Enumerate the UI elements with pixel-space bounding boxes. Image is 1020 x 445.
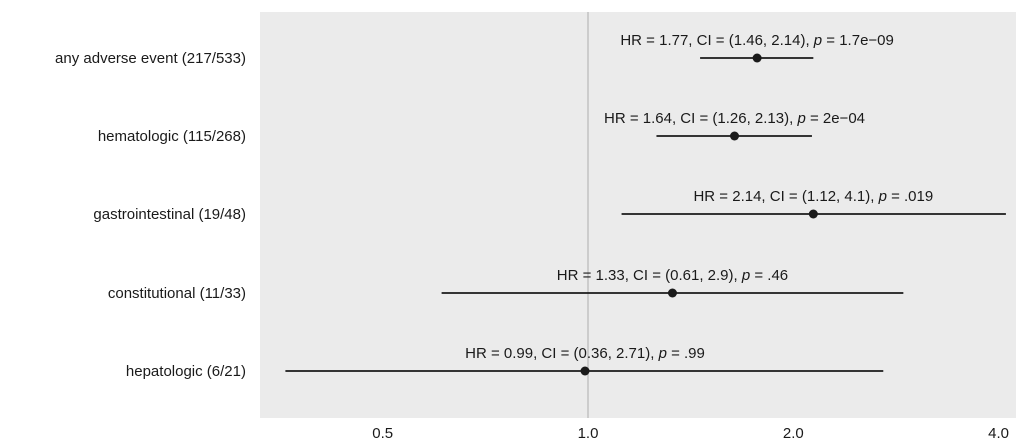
forest-row: gastrointestinal (19/48) HR = 2.14, CI = … <box>93 188 1006 223</box>
hr-point <box>667 288 677 298</box>
category-label: hepatologic (6/21) <box>126 363 246 380</box>
x-tick-label: 2.0 <box>783 425 804 442</box>
hr-point <box>752 53 762 63</box>
plot-panel <box>260 12 1016 418</box>
hr-point <box>808 209 818 219</box>
category-label: hematologic (115/268) <box>98 128 246 145</box>
hr-annotation: HR = 1.64, CI = (1.26, 2.13), p = 2e−04 <box>604 110 865 127</box>
category-label: gastrointestinal (19/48) <box>93 206 246 223</box>
hr-annotation: HR = 2.14, CI = (1.12, 4.1), p = .019 <box>693 188 933 205</box>
hr-point <box>730 131 740 141</box>
forest-row: constitutional (11/33) HR = 1.33, CI = (0… <box>108 267 904 302</box>
forest-row: hematologic (115/268) HR = 1.64, CI = (1.… <box>98 110 865 145</box>
hr-annotation: HR = 1.33, CI = (0.61, 2.9), p = .46 <box>557 267 788 284</box>
forest-row: any adverse event (217/533) HR = 1.77, CI… <box>55 32 894 67</box>
x-tick-label: 4.0 <box>988 425 1009 442</box>
x-tick-label: 1.0 <box>578 425 599 442</box>
hr-point <box>580 366 590 376</box>
x-axis-ticks: 0.5 1.0 2.0 4.0 <box>372 425 1009 442</box>
category-label: any adverse event (217/533) <box>55 50 246 67</box>
forest-rows: any adverse event (217/533) HR = 1.77, CI… <box>55 32 1006 380</box>
forest-row: hepatologic (6/21) HR = 0.99, CI = (0.36,… <box>126 345 884 380</box>
x-tick-label: 0.5 <box>372 425 393 442</box>
category-label: constitutional (11/33) <box>108 285 246 302</box>
hr-annotation: HR = 1.77, CI = (1.46, 2.14), p = 1.7e−0… <box>620 32 894 49</box>
hr-annotation: HR = 0.99, CI = (0.36, 2.71), p = .99 <box>465 345 705 362</box>
